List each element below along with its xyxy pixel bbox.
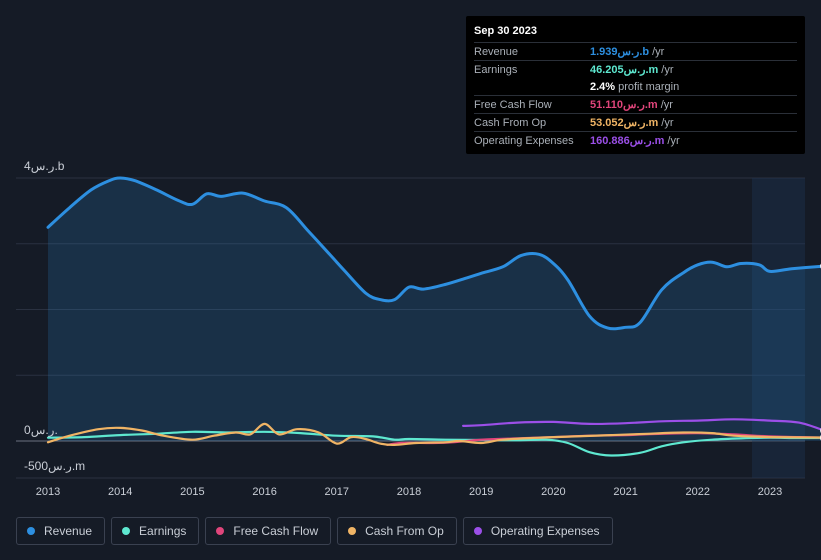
tooltip-revenue-row: Revenue 1.939ر.س.b /yr [474, 42, 797, 60]
legend-dot-icon [473, 527, 482, 535]
tooltip-fcf-label: Free Cash Flow [474, 98, 552, 111]
x-tick-label: 2016 [252, 486, 276, 498]
tooltip-opex-row: Operating Expenses 160.886ر.س.m /yr [474, 131, 797, 149]
x-tick-label: 2023 [758, 486, 782, 498]
y-axis-top-label: 4ر.س.b [24, 159, 65, 173]
x-tick-label: 2014 [108, 486, 132, 498]
legend-item-cash-from-op[interactable]: Cash From Op [337, 517, 457, 545]
tooltip-margin-row: 2.4% profit margin [474, 78, 797, 95]
legend-label-earnings: Earnings [139, 524, 187, 538]
tooltip-cfo-row: Cash From Op 53.052ر.س.m /yr [474, 113, 797, 131]
x-tick-label: 2022 [686, 486, 710, 498]
tooltip-fcf-unit: /yr [660, 98, 673, 111]
tooltip-cfo-value: 53.052ر.س.m [590, 117, 659, 129]
tooltip-earnings-row: Earnings 46.205ر.س.m /yr [474, 60, 797, 78]
tooltip-revenue-value: 1.939ر.س.b [590, 46, 650, 58]
x-tick-label: 2018 [397, 486, 421, 498]
tooltip-fcf-value: 51.110ر.س.m [590, 99, 658, 111]
legend-label-cash-from-op: Cash From Op [365, 524, 444, 538]
legend-label-operating-expenses: Operating Expenses [490, 524, 600, 538]
x-tick-label: 2021 [613, 486, 637, 498]
legend-dot-icon [216, 527, 225, 535]
tooltip-earnings-label: Earnings [474, 63, 518, 76]
tooltip-opex-label: Operating Expenses [474, 134, 574, 147]
tooltip-opex-value: 160.886ر.س.m [590, 135, 665, 147]
legend-dot-icon [122, 527, 131, 535]
tooltip-margin-text: profit margin [618, 80, 680, 93]
series-line-revenue [46, 176, 821, 331]
tooltip-cfo-unit: /yr [661, 116, 674, 129]
series-line-cash-from-op [46, 422, 821, 447]
tooltip-fcf-row: Free Cash Flow 51.110ر.س.m /yr [474, 95, 797, 113]
y-axis-bottom-label: -500ر.س.m [24, 459, 85, 473]
forecast-band [751, 178, 805, 478]
tooltip-margin-value: 2.4% [590, 80, 616, 93]
grid-layer [16, 177, 805, 479]
legend: Revenue Earnings Free Cash Flow Cash Fro… [16, 517, 613, 545]
series-line-operating-expenses [462, 418, 821, 431]
area-layer [48, 178, 821, 441]
series-area-revenue [48, 178, 821, 441]
tooltip-opex-unit: /yr [667, 134, 680, 147]
legend-dot-icon [348, 527, 357, 535]
tooltip: Sep 30 2023 Revenue 1.939ر.س.b /yr Earni… [466, 16, 805, 154]
tooltip-date: Sep 30 2023 [474, 25, 537, 37]
tooltip-earnings-value: 46.205ر.س.m [590, 64, 659, 76]
legend-item-operating-expenses[interactable]: Operating Expenses [462, 517, 613, 545]
tooltip-revenue-label: Revenue [474, 45, 519, 58]
legend-item-earnings[interactable]: Earnings [111, 517, 200, 545]
line-layer [46, 176, 821, 457]
tooltip-earnings-unit: /yr [661, 63, 674, 76]
legend-item-revenue[interactable]: Revenue [16, 517, 106, 545]
y-axis-zero-label: 0ر.س. [24, 423, 58, 437]
tick-layer: 2013 2014 2015 2016 2017 2018 2019 2020 2021 2022… [36, 486, 782, 498]
legend-item-free-cash-flow[interactable]: Free Cash Flow [205, 517, 332, 545]
x-tick-label: 2020 [541, 486, 565, 498]
legend-dot-icon [27, 527, 35, 535]
x-tick-label: 2013 [36, 486, 60, 498]
legend-label-revenue: Revenue [44, 524, 93, 538]
tooltip-cfo-label: Cash From Op [474, 116, 547, 129]
tooltip-revenue-unit: /yr [652, 45, 665, 58]
x-tick-label: 2015 [180, 486, 204, 498]
x-tick-label: 2017 [325, 486, 349, 498]
x-tick-label: 2019 [469, 486, 493, 498]
legend-label-free-cash-flow: Free Cash Flow [233, 524, 319, 538]
